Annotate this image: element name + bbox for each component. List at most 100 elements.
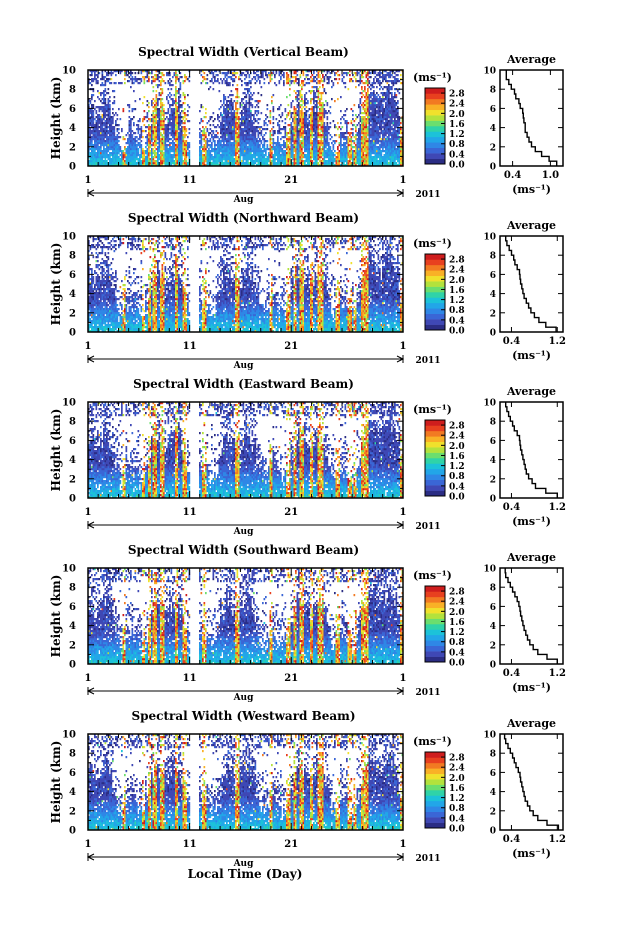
heatmap-cell xyxy=(282,144,284,146)
heatmap-cell xyxy=(364,108,366,110)
heatmap-cell xyxy=(130,136,132,138)
heatmap-cell xyxy=(177,114,179,116)
heatmap-cell xyxy=(223,130,225,132)
heatmap-cell xyxy=(291,152,293,154)
heatmap-cell xyxy=(160,104,162,106)
heatmap-cell xyxy=(115,122,117,124)
heatmap-cell xyxy=(322,126,324,128)
heatmap-cell xyxy=(294,120,296,122)
heatmap-cell xyxy=(90,148,92,150)
heatmap-cell xyxy=(261,112,263,114)
heatmap-cell xyxy=(145,136,147,138)
heatmap-cell xyxy=(129,156,131,158)
heatmap-cell xyxy=(264,140,266,142)
heatmap-cell xyxy=(160,116,162,118)
heatmap-cell xyxy=(319,86,321,88)
heatmap-cell xyxy=(343,134,345,136)
heatmap-cell xyxy=(204,138,206,140)
heatmap-cell xyxy=(165,150,167,152)
heatmap-cell xyxy=(210,128,212,130)
heatmap-cell xyxy=(166,72,168,74)
heatmap-cell xyxy=(264,120,266,122)
heatmap-cell xyxy=(327,126,329,128)
heatmap-cell xyxy=(331,150,333,152)
heatmap-cell xyxy=(175,96,177,98)
heatmap-cell xyxy=(255,142,257,144)
heatmap-cell xyxy=(144,76,146,78)
heatmap-cell xyxy=(153,114,155,116)
heatmap-cell xyxy=(99,106,101,108)
heatmap-cell xyxy=(205,144,207,146)
heatmap-cell xyxy=(153,152,155,154)
heatmap-cell xyxy=(246,128,248,130)
heatmap-cell xyxy=(213,74,215,76)
heatmap-cell xyxy=(304,78,306,80)
heatmap-cell xyxy=(174,74,176,76)
heatmap-cell xyxy=(306,154,308,156)
heatmap-cell xyxy=(244,92,246,94)
heatmap-cell xyxy=(205,112,207,114)
heatmap-cell xyxy=(366,112,368,114)
heatmap-cell xyxy=(351,78,353,80)
heatmap-cell xyxy=(327,118,329,120)
heatmap-cell xyxy=(364,156,366,158)
heatmap-cell xyxy=(367,82,369,84)
heatmap-cell xyxy=(178,156,180,158)
heatmap-cell xyxy=(273,122,275,124)
heatmap-cell xyxy=(96,82,98,84)
heatmap-cell xyxy=(172,118,174,120)
heatmap-cell xyxy=(367,138,369,140)
heatmap-cell xyxy=(271,142,273,144)
heatmap-cell xyxy=(337,156,339,158)
heatmap-cell xyxy=(301,104,303,106)
heatmap-cell xyxy=(210,154,212,156)
heatmap-cell xyxy=(324,128,326,130)
heatmap-cell xyxy=(103,156,105,158)
heatmap-cell xyxy=(369,86,371,88)
heatmap-cell xyxy=(334,140,336,142)
heatmap-cell xyxy=(366,104,368,106)
heatmap-cell xyxy=(226,160,228,162)
heatmap-cell xyxy=(201,160,203,162)
heatmap-cell xyxy=(310,148,312,150)
heatmap-cell xyxy=(156,132,158,134)
heatmap-cell xyxy=(159,148,161,150)
heatmap-cell xyxy=(235,130,237,132)
heatmap-cell xyxy=(289,136,291,138)
heatmap-cell xyxy=(180,88,182,90)
heatmap-cell xyxy=(181,142,183,144)
heatmap-cell xyxy=(129,134,131,136)
heatmap-cell xyxy=(253,148,255,150)
heatmap-cell xyxy=(327,150,329,152)
heatmap-cell xyxy=(250,86,252,88)
heatmap-cell xyxy=(237,146,239,148)
heatmap-cell xyxy=(295,162,297,164)
heatmap-cell xyxy=(358,106,360,108)
heatmap-cell xyxy=(226,130,228,132)
heatmap-cell xyxy=(162,90,164,92)
heatmap-cell xyxy=(354,140,356,142)
heatmap-cell xyxy=(270,120,272,122)
heatmap-cell xyxy=(309,140,311,142)
heatmap-cell xyxy=(114,148,116,150)
heatmap-cell xyxy=(349,154,351,156)
heatmap-cell xyxy=(268,158,270,160)
heatmap-cell xyxy=(244,120,246,122)
heatmap-cell xyxy=(363,130,365,132)
heatmap-cell xyxy=(247,156,249,158)
heatmap-cell xyxy=(238,122,240,124)
heatmap-cell xyxy=(319,112,321,114)
heatmap-cell xyxy=(285,128,287,130)
heatmap-cell xyxy=(300,130,302,132)
heatmap-cell xyxy=(142,148,144,150)
heatmap-cell xyxy=(133,162,135,164)
heatmap-cell xyxy=(139,98,141,100)
heatmap-cell xyxy=(354,146,356,148)
heatmap-cell xyxy=(154,160,156,162)
heatmap-cell xyxy=(100,146,102,148)
heatmap-cell xyxy=(310,132,312,134)
heatmap-cell xyxy=(310,114,312,116)
heatmap-cell xyxy=(177,124,179,126)
heatmap-cell xyxy=(165,124,167,126)
heatmap-cell xyxy=(166,140,168,142)
